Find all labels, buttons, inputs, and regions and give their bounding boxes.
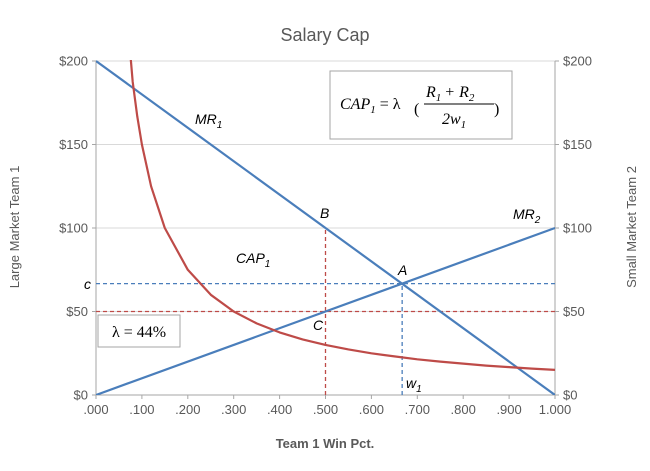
x-axis-label: Team 1 Win Pct. xyxy=(276,436,375,451)
y-tick-right: $50 xyxy=(563,304,585,319)
x-tick-label: .100 xyxy=(129,402,154,417)
y-tick-left: $150 xyxy=(59,137,88,152)
x-tick-label: 1.000 xyxy=(539,402,572,417)
point-b-label: B xyxy=(320,205,329,221)
y-tick-right: $0 xyxy=(563,388,577,403)
x-tick-label: .900 xyxy=(496,402,521,417)
x-tick-label: .400 xyxy=(267,402,292,417)
y-tick-right: $100 xyxy=(563,221,592,236)
x-tick-label: .600 xyxy=(359,402,384,417)
y-tick-left: $50 xyxy=(66,304,88,319)
y-axis-label-left: Large Market Team 1 xyxy=(7,166,22,289)
y-tick-right: $200 xyxy=(563,54,592,69)
x-tick-label: .000 xyxy=(83,402,108,417)
cap1-label: CAP1 xyxy=(236,250,270,270)
y-tick-left: $200 xyxy=(59,54,88,69)
formula-left-paren: ( xyxy=(414,101,419,118)
y-tick-left: $0 xyxy=(74,388,88,403)
chart-title: Salary Cap xyxy=(280,25,369,45)
x-tick-label: .800 xyxy=(451,402,476,417)
mr1-label: MR1 xyxy=(195,111,222,131)
x-tick-label: .700 xyxy=(405,402,430,417)
formula-right-paren: ) xyxy=(494,101,499,118)
x-tick-label: .500 xyxy=(313,402,338,417)
lambda-text: λ = 44% xyxy=(112,324,166,341)
point-a-label: A xyxy=(397,262,407,278)
w1-label: w1 xyxy=(406,375,422,395)
mr2-label: MR2 xyxy=(513,206,541,226)
y-tick-right: $150 xyxy=(563,137,592,152)
y-axis-label-right: Small Market Team 2 xyxy=(624,166,639,288)
y-tick-left: $100 xyxy=(59,221,88,236)
c-label: c xyxy=(84,276,91,292)
x-tick-label: .200 xyxy=(175,402,200,417)
point-c-label: C xyxy=(313,317,324,333)
x-tick-label: .300 xyxy=(221,402,246,417)
